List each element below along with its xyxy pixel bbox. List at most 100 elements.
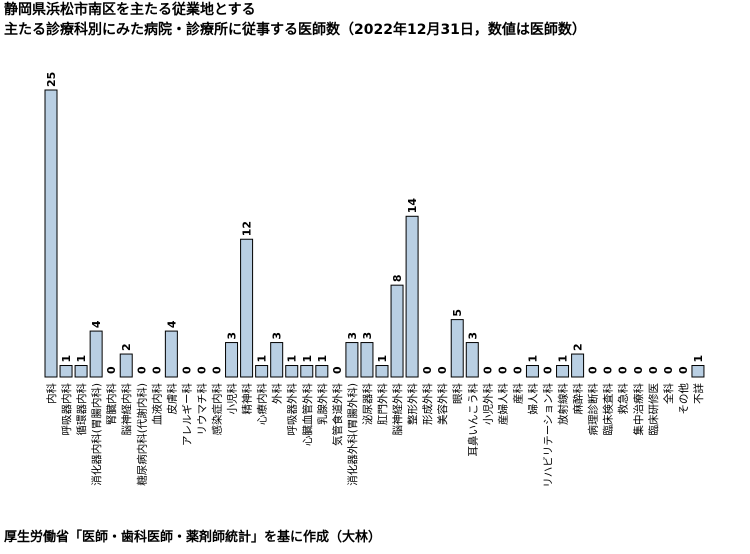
category-label: 耳鼻いんこう科 xyxy=(466,383,479,457)
data-label: 0 xyxy=(150,366,163,374)
category-label: 泌尿器科 xyxy=(361,383,374,425)
data-label: 0 xyxy=(496,366,509,374)
category-label: 肛門外科 xyxy=(376,383,389,425)
category-label: 美容外科 xyxy=(436,383,449,425)
bar xyxy=(345,342,359,378)
category-label: 集中治療科 xyxy=(632,383,645,436)
chart-title: 静岡県浜松市南区を主たる従業地とする 主たる診療科別にみた病院・診療所に従事する… xyxy=(4,0,746,40)
data-label: 0 xyxy=(602,366,615,374)
category-label: 感染症内科 xyxy=(211,383,224,436)
category-label: 腎臓内科 xyxy=(105,383,118,425)
bar xyxy=(119,353,133,378)
bar xyxy=(375,365,389,378)
bar xyxy=(74,365,88,378)
category-label: 不詳 xyxy=(692,383,705,404)
bar xyxy=(59,365,73,378)
bar xyxy=(44,89,58,378)
bar xyxy=(571,353,585,378)
data-label: 1 xyxy=(526,355,539,363)
bar xyxy=(164,330,178,378)
category-label: 内科 xyxy=(45,383,58,404)
data-label: 0 xyxy=(436,366,449,374)
data-label: 1 xyxy=(692,355,705,363)
data-label: 0 xyxy=(211,366,224,374)
chart-title-line1: 静岡県浜松市南区を主たる従業地とする xyxy=(4,2,256,18)
category-label: 精神科 xyxy=(241,383,254,415)
data-label: 0 xyxy=(180,366,193,374)
category-label: 循環器内科 xyxy=(75,383,88,436)
data-label: 1 xyxy=(301,355,314,363)
category-label: 形成外科 xyxy=(421,383,434,425)
category-label: 小児外科 xyxy=(481,383,494,425)
data-label: 5 xyxy=(451,309,464,317)
category-label: 乳腺外科 xyxy=(316,383,329,425)
bar xyxy=(556,365,570,378)
category-label: 眼科 xyxy=(451,383,464,404)
data-label: 0 xyxy=(632,366,645,374)
category-label: 糖尿病内科(代謝内科) xyxy=(135,383,148,486)
data-label: 0 xyxy=(662,366,675,374)
data-label: 3 xyxy=(361,332,374,340)
category-label: 全科 xyxy=(662,383,675,404)
category-label: 消化器外科(胃腸外科) xyxy=(346,383,359,486)
data-label: 0 xyxy=(421,366,434,374)
data-label: 1 xyxy=(286,355,299,363)
category-label: 麻酔科 xyxy=(572,383,585,415)
bar xyxy=(255,365,269,378)
data-label: 0 xyxy=(647,366,660,374)
bar xyxy=(89,330,103,378)
data-label: 1 xyxy=(60,355,73,363)
category-label: アレルギー科 xyxy=(180,383,193,446)
data-label: 3 xyxy=(466,332,479,340)
data-label: 0 xyxy=(195,366,208,374)
category-label: 血液内科 xyxy=(150,383,163,425)
data-label: 0 xyxy=(542,366,555,374)
bar xyxy=(360,342,374,378)
bar xyxy=(450,319,464,378)
bar xyxy=(390,284,404,378)
category-label: 外科 xyxy=(271,383,284,404)
data-label: 3 xyxy=(346,332,359,340)
category-label: 臨床検査科 xyxy=(602,383,615,436)
category-label: リハビリテーション科 xyxy=(542,383,555,488)
category-label: 臨床研修医 xyxy=(647,383,660,436)
chart-title-line2: 主たる診療科別にみた病院・診療所に従事する医師数（2022年12月31日，数値は… xyxy=(4,22,586,38)
data-label: 0 xyxy=(511,366,524,374)
data-label: 0 xyxy=(481,366,494,374)
data-label: 8 xyxy=(391,275,404,283)
data-label: 3 xyxy=(226,332,239,340)
data-label: 3 xyxy=(271,332,284,340)
category-label: 心療内科 xyxy=(256,383,269,425)
category-label: 脳神経内科 xyxy=(120,383,133,436)
data-label: 4 xyxy=(165,320,178,328)
data-label: 4 xyxy=(90,320,103,328)
category-label: 気管食道外科 xyxy=(331,383,344,446)
bar xyxy=(315,365,329,378)
data-label: 1 xyxy=(376,355,389,363)
bar xyxy=(285,365,299,378)
category-label: 婦人科 xyxy=(526,383,539,415)
data-label: 25 xyxy=(45,72,58,87)
data-label: 0 xyxy=(331,366,344,374)
data-label: 0 xyxy=(105,366,118,374)
data-label: 14 xyxy=(406,198,419,214)
category-label: 消化器内科(胃腸内科) xyxy=(90,383,103,486)
category-label: 小児科 xyxy=(226,383,239,415)
bar xyxy=(465,342,479,378)
category-label: 呼吸器内科 xyxy=(60,383,73,436)
category-label: 呼吸器外科 xyxy=(286,383,299,436)
source-note: 厚生労働省「医師・歯科医師・薬剤師統計」を基に作成（大林） xyxy=(4,530,382,545)
data-label: 1 xyxy=(316,355,329,363)
data-label: 0 xyxy=(135,366,148,374)
data-label: 0 xyxy=(587,366,600,374)
data-label: 12 xyxy=(241,221,254,236)
category-label: 産婦人科 xyxy=(496,383,509,425)
category-label: 産科 xyxy=(511,383,524,404)
bar xyxy=(270,342,284,378)
data-label: 2 xyxy=(120,343,133,351)
data-label: 1 xyxy=(75,355,88,363)
data-label: 1 xyxy=(557,355,570,363)
bar xyxy=(525,365,539,378)
bar xyxy=(240,238,254,378)
